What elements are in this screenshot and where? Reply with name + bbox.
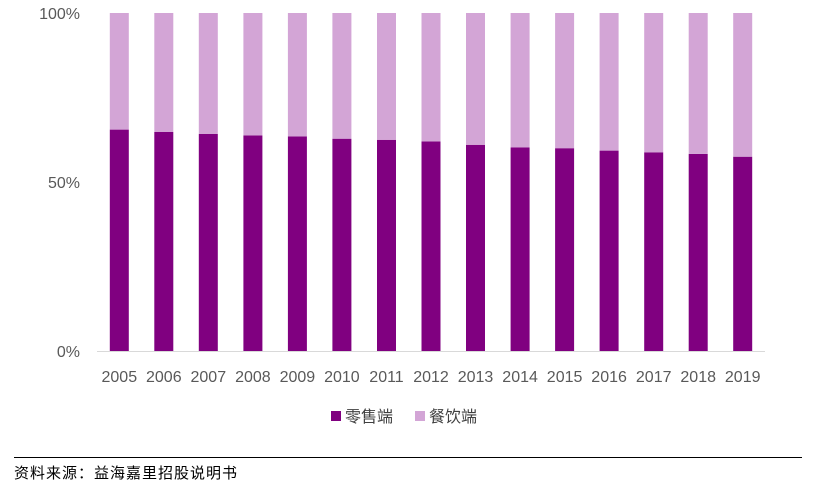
bar-2011-series-1: [377, 13, 396, 140]
chart-svg: 0%50%100% 2005 2006 2007 2008 2009 2010 2011 20…: [39, 6, 765, 426]
x-tick-label: 2008: [235, 369, 271, 386]
x-tick-labels: 2005 2006 2007 2008 2009 2010 2011 2012 2013 2014…: [102, 369, 761, 386]
x-tick-label: 2015: [547, 369, 583, 386]
x-tick-label: 2009: [280, 369, 316, 386]
bar-2009-series-0: [287, 136, 307, 351]
legend-label: 零售端: [345, 407, 393, 426]
x-tick-label: 2011: [369, 369, 404, 386]
x-tick-label: 2017: [636, 369, 672, 386]
x-tick-label: 2010: [324, 369, 360, 386]
x-tick-label: 2016: [591, 369, 627, 386]
bar-2005-series-1: [109, 13, 129, 130]
bar-2016-series-1: [599, 13, 619, 151]
bar-2019-series-0: [733, 156, 753, 351]
bar-2012-series-0: [421, 141, 441, 351]
bar-2008-series-0: [243, 135, 263, 351]
bar-2006-series-1: [154, 13, 174, 132]
bar-2008-series-1: [243, 13, 263, 136]
x-tick-label: 2013: [458, 369, 494, 386]
x-tick-label: 2019: [725, 369, 761, 386]
bar-2017-series-0: [644, 152, 664, 351]
bar-2009-series-1: [287, 13, 307, 137]
bar-2006-series-0: [154, 132, 174, 351]
stacked-bar-chart: 0% 50% 100% 2005 2006 2007 2008 2009 2010 2011 20…: [39, 6, 765, 426]
bar-2010-series-0: [332, 138, 352, 351]
x-tick-label: 2005: [102, 369, 138, 386]
legend: 零售端 餐饮端: [331, 407, 477, 426]
legend-swatch: [415, 411, 425, 421]
bar-2014-series-1: [510, 13, 530, 148]
bar-2013-series-0: [466, 144, 485, 351]
legend-label: 餐饮端: [429, 407, 477, 426]
bar-2007-series-0: [198, 134, 218, 351]
bar-2014-series-0: [510, 147, 530, 351]
x-tick-label: 2006: [146, 369, 182, 386]
y-tick-label: 100%: [39, 6, 80, 23]
bar-2016-series-0: [599, 150, 619, 351]
bar-2012-series-1: [421, 13, 441, 142]
bar-2017-series-1: [644, 13, 664, 153]
source-note: 资料来源：益海嘉里招股说明书: [14, 464, 239, 482]
bar-2015-series-1: [555, 13, 575, 149]
bar-2018-series-1: [688, 13, 708, 154]
bars-group: [109, 13, 753, 352]
bar-2015-series-0: [555, 148, 575, 351]
x-tick-label: 2014: [502, 369, 538, 386]
bar-2005-series-0: [109, 129, 129, 351]
bar-2019-series-1: [733, 13, 753, 157]
x-tick-label: 2007: [191, 369, 227, 386]
source-divider: [14, 457, 802, 458]
bar-2010-series-1: [332, 13, 352, 139]
x-tick-label: 2012: [413, 369, 449, 386]
y-tick-label: 50%: [48, 175, 80, 192]
bar-2018-series-0: [688, 153, 708, 351]
y-tick-label: 0%: [57, 344, 80, 361]
bar-2007-series-1: [198, 13, 218, 134]
legend-swatch: [331, 411, 341, 421]
y-tick-labels: 0% 50% 100%: [39, 6, 80, 361]
bar-2013-series-1: [466, 13, 485, 145]
bar-2011-series-0: [377, 139, 396, 352]
x-tick-label: 2018: [680, 369, 716, 386]
